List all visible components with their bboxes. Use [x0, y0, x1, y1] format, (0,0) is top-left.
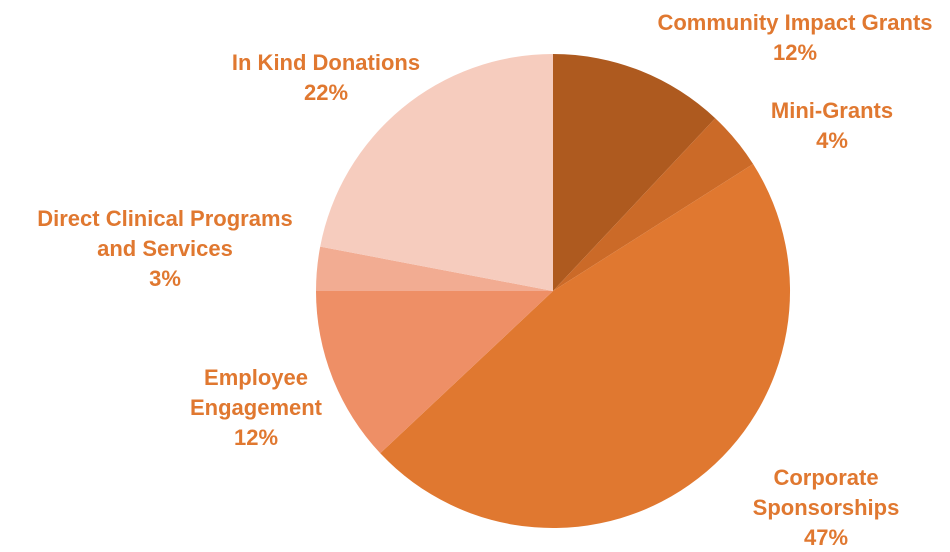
slice-labels: Community Impact Grants 12% Mini-Grants 4% C…: [37, 10, 932, 550]
slice-name-line: Employee: [204, 365, 308, 390]
slice-name-line: Direct Clinical Programs: [37, 206, 293, 231]
slice-label: Mini-Grants 4%: [771, 98, 893, 153]
pie-slice-employee-engagement: [316, 291, 553, 454]
slice-name-line: Engagement: [190, 395, 323, 420]
slice-label: Direct Clinical Programs and Services 3%: [37, 206, 293, 291]
slice-label: Corporate Sponsorships 47%: [753, 465, 900, 550]
slice-label: In Kind Donations 22%: [232, 50, 420, 105]
pie-slice-mini-grants: [553, 118, 754, 291]
slice-percent: 47%: [804, 525, 848, 550]
slice-label: Employee Engagement 12%: [190, 365, 323, 450]
slice-percent: 3%: [149, 266, 181, 291]
slice-name-line: Sponsorships: [753, 495, 900, 520]
pie-slice-community-impact-grants: [553, 53, 716, 291]
slice-name-line: Mini-Grants: [771, 98, 893, 123]
slice-percent: 12%: [234, 425, 278, 450]
slice-percent: 22%: [304, 80, 348, 105]
pie-slice-in-kind-donations: [320, 54, 553, 291]
slice-percent: 4%: [816, 128, 848, 153]
pie-slices: [316, 53, 791, 529]
slice-percent: 12%: [773, 40, 817, 65]
slice-name-line: Corporate: [773, 465, 878, 490]
slice-label: Community Impact Grants 12%: [657, 10, 932, 65]
slice-name-line: Community Impact Grants: [657, 10, 932, 35]
slice-name-line: In Kind Donations: [232, 50, 420, 75]
pie-slice-corporate-sponsorships: [380, 164, 791, 529]
slice-name-line: and Services: [97, 236, 233, 261]
pie-slice-direct-clinical-programs-and-services: [316, 246, 553, 291]
